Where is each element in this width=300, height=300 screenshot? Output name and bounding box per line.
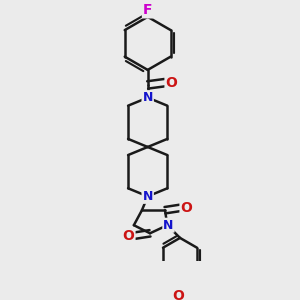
Text: N: N (142, 91, 153, 104)
Text: O: O (123, 229, 134, 243)
Text: N: N (163, 219, 174, 232)
Text: F: F (143, 3, 152, 17)
Text: O: O (166, 76, 177, 90)
Text: O: O (181, 201, 192, 215)
Text: O: O (172, 289, 184, 300)
Text: N: N (142, 190, 153, 203)
